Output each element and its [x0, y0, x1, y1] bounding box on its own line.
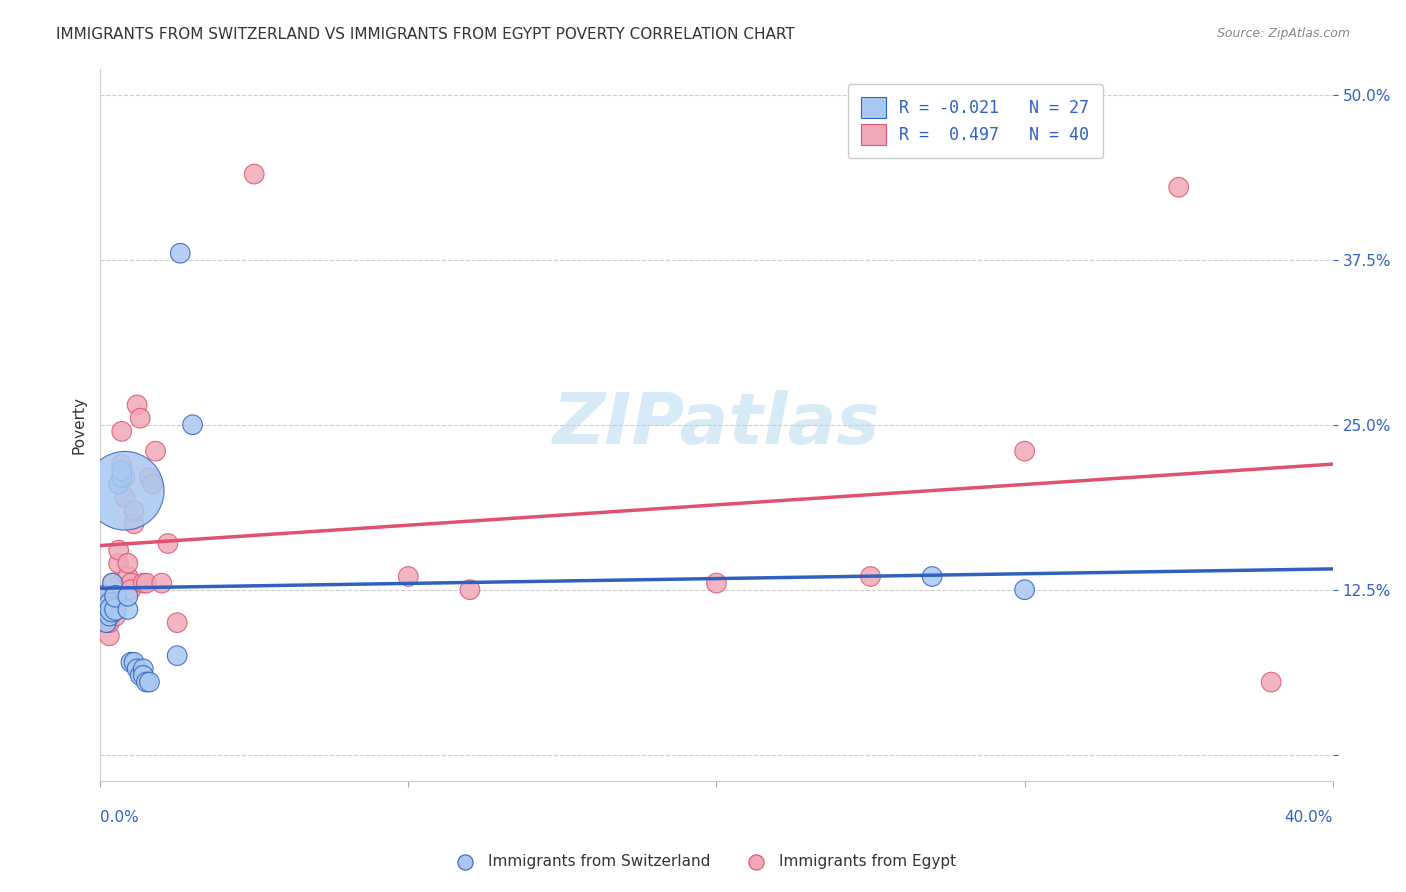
Point [98, 596, 121, 610]
Point [101, 602, 124, 616]
Point [96, 596, 118, 610]
Point [96, 615, 118, 630]
Point [1014, 582, 1036, 597]
Point [132, 668, 155, 682]
Point [120, 576, 142, 591]
Point [120, 582, 142, 597]
Point [104, 589, 127, 603]
Point [138, 470, 160, 484]
Point [181, 417, 204, 432]
Point [166, 615, 188, 630]
Point [156, 536, 179, 550]
Point [101, 596, 124, 610]
Point [122, 516, 145, 531]
Point [458, 582, 481, 597]
Text: IMMIGRANTS FROM SWITZERLAND VS IMMIGRANTS FROM EGYPT POVERTY CORRELATION CHART: IMMIGRANTS FROM SWITZERLAND VS IMMIGRANT… [56, 27, 794, 42]
Text: 0.0%: 0.0% [100, 810, 139, 824]
Point [114, 491, 136, 505]
Point [122, 655, 145, 669]
Point [98, 609, 121, 624]
Y-axis label: Poverty: Poverty [72, 396, 86, 454]
Text: Source: ZipAtlas.com: Source: ZipAtlas.com [1216, 27, 1350, 40]
Point [91, 609, 114, 624]
Point [132, 576, 155, 591]
Point [135, 675, 157, 690]
Point [96, 615, 118, 630]
Point [166, 648, 188, 663]
Point [150, 576, 173, 591]
Point [117, 557, 139, 571]
Point [104, 596, 127, 610]
Point [111, 464, 134, 478]
Point [706, 576, 728, 591]
Point [921, 569, 943, 583]
Point [1167, 180, 1189, 194]
Point [111, 425, 134, 439]
Point [129, 411, 152, 425]
Point [114, 483, 136, 498]
Point [1260, 675, 1282, 690]
Point [243, 167, 266, 181]
Point [1014, 444, 1036, 458]
Point [111, 458, 134, 472]
Point [145, 444, 167, 458]
Point [101, 576, 124, 591]
Point [141, 477, 163, 491]
Point [114, 470, 136, 484]
Text: ZIPatlas: ZIPatlas [553, 391, 880, 459]
Point [127, 662, 149, 676]
Text: 40.0%: 40.0% [1285, 810, 1333, 824]
Point [127, 398, 149, 412]
Point [120, 655, 142, 669]
Point [91, 589, 114, 603]
Point [396, 569, 419, 583]
Point [129, 668, 152, 682]
Point [91, 589, 114, 603]
Point [107, 557, 129, 571]
Point [107, 543, 129, 558]
Point [859, 569, 882, 583]
Legend: R = -0.021   N = 27, R =  0.497   N = 40: R = -0.021 N = 27, R = 0.497 N = 40 [848, 84, 1102, 158]
Point [111, 470, 134, 484]
Point [122, 503, 145, 517]
Point [98, 615, 121, 630]
Point [117, 589, 139, 603]
Point [104, 602, 127, 616]
Point [101, 576, 124, 591]
Point [135, 576, 157, 591]
Point [138, 675, 160, 690]
Point [117, 602, 139, 616]
Point [117, 569, 139, 583]
Point [104, 609, 127, 624]
Point [107, 477, 129, 491]
Legend: Immigrants from Switzerland, Immigrants from Egypt: Immigrants from Switzerland, Immigrants … [444, 848, 962, 875]
Point [132, 662, 155, 676]
Point [169, 246, 191, 260]
Point [98, 629, 121, 643]
